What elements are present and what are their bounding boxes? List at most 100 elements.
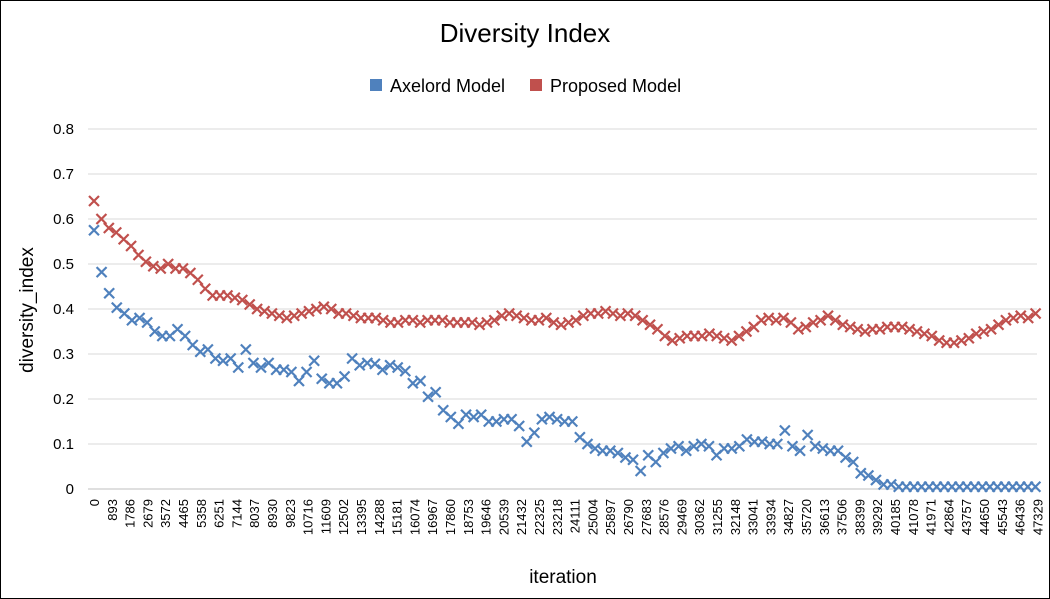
x-tick-label: 1786 [123, 499, 138, 528]
data-point [528, 426, 541, 439]
data-point [627, 453, 639, 466]
data-point [948, 336, 960, 349]
x-tick-label: 27683 [639, 499, 654, 535]
data-point [315, 372, 328, 385]
data-point [536, 413, 548, 426]
data-point [429, 386, 442, 399]
x-tick-label: 18753 [461, 499, 476, 535]
data-point [817, 442, 829, 455]
data-point [896, 321, 908, 333]
x-tick-label: 36613 [817, 499, 832, 535]
data-point [612, 447, 624, 459]
data-point [126, 314, 138, 327]
x-tick-label: 8037 [247, 499, 262, 528]
legend-label-proposed: Proposed Model [550, 76, 681, 96]
data-point [308, 354, 320, 367]
data-point [657, 447, 670, 459]
data-point [581, 438, 594, 450]
x-tick-label: 29469 [674, 499, 689, 535]
y-tick-label: 0.8 [53, 121, 74, 138]
data-point [422, 390, 434, 403]
series-axelord-model [88, 224, 1042, 493]
x-tick-label: 46436 [1013, 499, 1028, 535]
data-point [229, 291, 241, 304]
x-tick-label: 34827 [781, 499, 796, 535]
data-point [338, 370, 351, 383]
data-point [903, 323, 916, 336]
data-point [809, 440, 822, 453]
x-tick-label: 41971 [924, 499, 939, 535]
data-point [513, 420, 525, 432]
data-point [566, 415, 579, 428]
data-point [756, 435, 768, 448]
data-point [829, 314, 842, 327]
data-point [162, 258, 174, 270]
data-point [543, 411, 556, 423]
data-point [874, 323, 886, 336]
data-point [488, 314, 501, 327]
data-point [473, 318, 486, 331]
x-tick-label: 7144 [229, 499, 244, 528]
x-tick-label: 30362 [692, 499, 707, 535]
x-tick-label: 22325 [532, 499, 547, 535]
x-tick-label: 39292 [870, 499, 885, 535]
y-tick-label: 0 [66, 481, 74, 498]
x-tick-label: 44650 [977, 499, 992, 535]
data-point [792, 323, 805, 336]
data-point [318, 300, 330, 313]
x-tick-label: 25004 [585, 499, 600, 535]
data-point [659, 330, 671, 342]
data-point [243, 298, 256, 311]
x-tick-label: 15181 [390, 499, 405, 535]
data-point [510, 309, 523, 322]
data-point [629, 309, 642, 322]
x-tick-label: 37506 [835, 499, 850, 535]
data-point [1022, 312, 1034, 324]
data-point [604, 444, 617, 457]
data-point [801, 429, 814, 441]
data-point [177, 262, 189, 275]
x-tick-label: 41078 [906, 499, 921, 535]
data-point [786, 440, 799, 453]
data-point [540, 312, 553, 324]
data-point [217, 354, 229, 367]
data-point [771, 438, 784, 450]
x-tick-label: 9823 [283, 499, 298, 528]
data-point [622, 307, 634, 320]
data-point [533, 314, 545, 327]
x-tick-label: 28576 [657, 499, 672, 535]
data-point [369, 358, 381, 370]
y-tick-label: 0.4 [53, 301, 74, 318]
x-tick-label: 31255 [710, 499, 725, 535]
data-point [859, 325, 871, 338]
data-point [847, 456, 859, 468]
data-point [376, 363, 389, 376]
x-tick-label: 8930 [265, 499, 280, 528]
data-point [295, 307, 308, 320]
data-point [885, 478, 897, 491]
data-point [844, 321, 857, 333]
data-point [95, 266, 108, 278]
data-point [407, 314, 419, 327]
x-tick-label: 11609 [318, 499, 333, 534]
x-tick-label: 893 [105, 499, 120, 521]
x-tick-label: 16967 [425, 499, 440, 535]
data-point [634, 465, 647, 477]
data-point [103, 287, 115, 300]
data-point [467, 411, 480, 423]
x-tick-label: 45543 [995, 499, 1010, 535]
data-point [911, 325, 923, 338]
data-point [209, 352, 222, 365]
data-point [718, 332, 730, 345]
x-tick-label: 19646 [479, 499, 494, 535]
x-tick-label: 5358 [194, 499, 209, 528]
data-point [88, 224, 100, 237]
data-point [599, 305, 612, 318]
data-point [240, 343, 252, 356]
data-point [518, 312, 530, 324]
y-tick-label: 0.1 [53, 436, 74, 453]
data-point [414, 375, 427, 387]
data-point [741, 433, 753, 446]
data-point [977, 325, 990, 338]
